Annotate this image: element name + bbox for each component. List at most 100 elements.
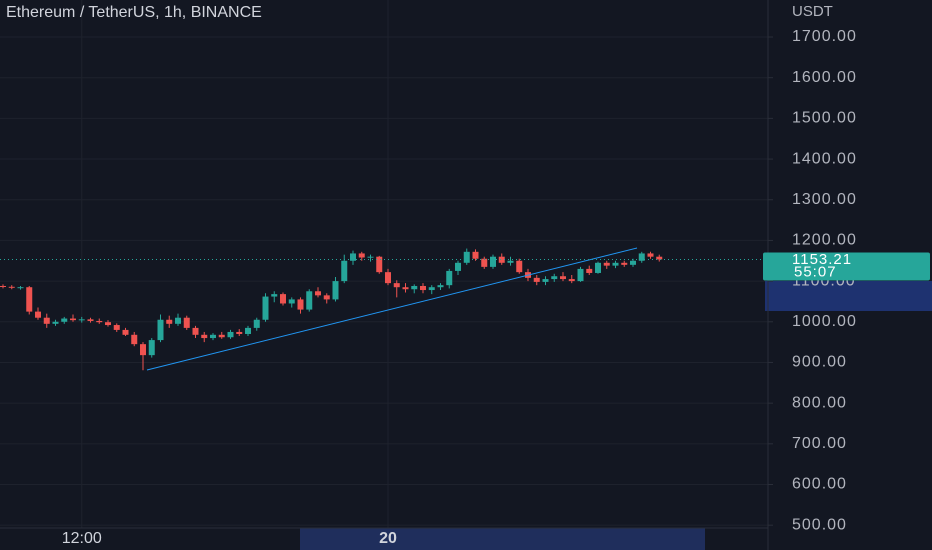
candle-body <box>105 322 111 326</box>
candle-body <box>201 334 208 339</box>
candle-body <box>70 318 76 321</box>
candle-body <box>192 327 199 335</box>
candle-body <box>43 317 50 324</box>
candle-body <box>367 256 374 258</box>
candle-body <box>437 285 444 288</box>
candle-body <box>78 319 85 321</box>
candle-body <box>122 329 129 335</box>
candle-body <box>87 319 94 321</box>
candle-body <box>61 318 68 322</box>
candle-body <box>402 287 409 290</box>
candle-body <box>586 268 593 273</box>
candle-body <box>253 319 260 328</box>
candle-body <box>542 279 549 282</box>
candle-body <box>472 251 479 259</box>
y-tick-label: 500.00 <box>792 516 847 533</box>
candle-body <box>271 294 278 297</box>
candle-body <box>35 311 41 318</box>
candle-body <box>463 251 470 263</box>
candle-body <box>411 285 418 290</box>
candle-body <box>306 291 313 310</box>
candle-body <box>131 334 138 345</box>
candle-body <box>455 262 461 271</box>
candle-body <box>113 325 120 330</box>
y-tick-label: 1000.00 <box>792 313 857 330</box>
candle-body <box>148 340 155 356</box>
candle-body <box>638 253 645 261</box>
candle-body <box>96 320 103 323</box>
candle-body <box>245 327 251 334</box>
y-tick-label: 1700.00 <box>792 28 857 45</box>
price-range-highlight <box>765 281 932 311</box>
candle-body <box>218 334 225 338</box>
candle-body <box>358 253 365 258</box>
candle-body <box>157 319 164 341</box>
candle-body <box>647 253 654 257</box>
candle-body <box>551 276 558 280</box>
candle-body <box>183 317 190 328</box>
candle-body <box>577 268 584 282</box>
countdown-label: 55:07 <box>794 263 837 280</box>
candle-body <box>17 287 24 289</box>
candle-body <box>446 270 453 286</box>
trend-line[interactable] <box>146 247 638 371</box>
candle-body <box>315 291 321 296</box>
candle-body <box>533 277 540 282</box>
plot <box>0 248 663 371</box>
candle-body <box>595 262 601 273</box>
candle-body <box>166 319 173 324</box>
candle-body <box>236 331 243 334</box>
y-tick-label: 600.00 <box>792 476 847 493</box>
time-range-highlight <box>300 528 705 550</box>
candle-body <box>323 295 330 300</box>
y-tick-label: 800.00 <box>792 394 847 411</box>
candle-body <box>227 331 234 338</box>
candle-body <box>420 285 426 291</box>
y-tick-label: 1300.00 <box>792 191 857 208</box>
candle-body <box>52 321 59 324</box>
candle-body <box>428 287 435 291</box>
y-tick-label: 1600.00 <box>792 69 857 86</box>
candle-body <box>621 262 628 265</box>
x-tick-label: 12:00 <box>62 530 102 547</box>
candle-body <box>262 296 269 320</box>
candle-body <box>481 258 488 267</box>
candle-body <box>568 279 575 282</box>
candle-body <box>385 272 391 284</box>
candle-body <box>507 260 514 263</box>
y-tick-label: 1200.00 <box>792 232 857 249</box>
y-tick-label: 900.00 <box>792 354 847 371</box>
candle-body <box>630 260 636 265</box>
candle-body <box>612 262 619 266</box>
chart-title: Ethereum / TetherUS, 1h, BINANCE <box>6 4 262 21</box>
candle-body <box>341 260 348 282</box>
y-tick-label: 1400.00 <box>792 150 857 167</box>
candle-body <box>498 256 505 263</box>
grid <box>0 0 768 528</box>
candle-body <box>280 294 286 304</box>
candle-body <box>8 286 15 288</box>
candle-body <box>140 344 146 356</box>
last-price-label: 1153.21 <box>792 251 852 268</box>
y-tick-label: 700.00 <box>792 435 847 452</box>
candle-body <box>175 317 181 324</box>
candle-body <box>26 287 33 312</box>
candle-body <box>490 256 496 267</box>
candle-body <box>376 256 383 273</box>
candle-body <box>0 285 6 287</box>
currency-label: USDT <box>792 3 833 20</box>
candle-body <box>297 299 304 310</box>
last-price-box <box>763 252 930 281</box>
candle-body <box>332 281 339 300</box>
x-tick-label: 20 <box>379 530 397 547</box>
candle-body <box>288 299 295 304</box>
candle-body <box>210 334 216 339</box>
candle-body <box>603 262 610 266</box>
candle-body <box>516 260 523 273</box>
y-tick-label: 1500.00 <box>792 110 857 127</box>
candle-body <box>656 256 663 260</box>
candle-body <box>350 253 356 261</box>
candle-body <box>393 283 400 288</box>
